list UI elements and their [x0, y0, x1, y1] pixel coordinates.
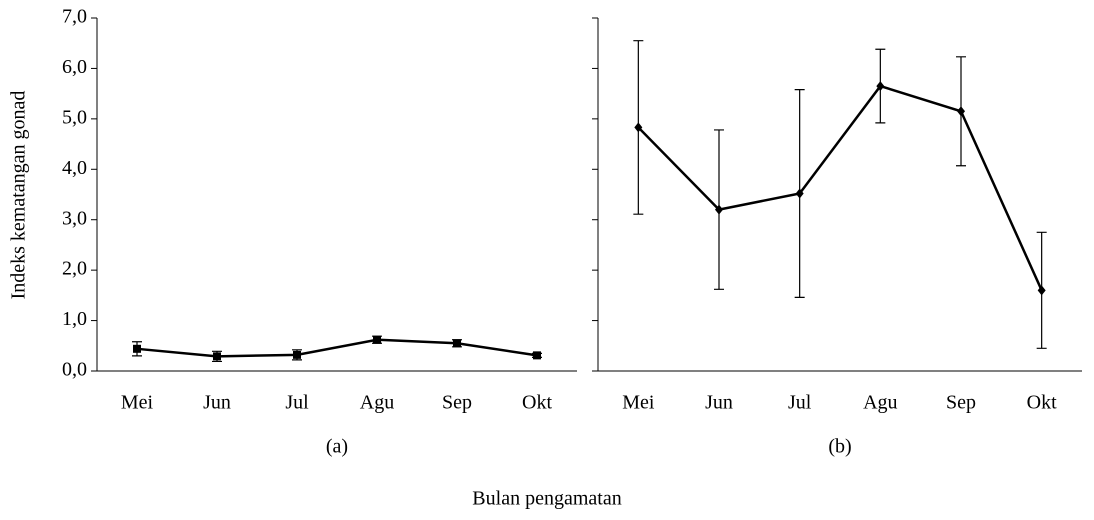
x-tick-label: Jul	[788, 392, 812, 414]
y-tick-label: 5,0	[62, 106, 87, 128]
marker	[533, 351, 541, 360]
marker	[715, 204, 723, 215]
x-tick-label: Jul	[285, 392, 309, 414]
marker	[373, 335, 381, 344]
subtitle: (a)	[326, 436, 348, 458]
x-tick-label: Okt	[522, 392, 552, 414]
x-tick-label: Jun	[705, 392, 733, 414]
x-tick-label: Okt	[1027, 392, 1057, 414]
marker	[634, 122, 643, 133]
x-tick-label: Mei	[121, 392, 154, 414]
x-axis-label: Bulan pengamatan	[472, 488, 621, 510]
x-tick-label: Agu	[863, 392, 897, 414]
subtitle: (b)	[828, 436, 851, 458]
marker	[1037, 285, 1046, 296]
line	[136, 338, 538, 358]
marker	[957, 106, 965, 117]
y-tick-label: 7,0	[62, 6, 87, 28]
y-tick-label: 2,0	[62, 258, 87, 280]
y-tick-label: 1,0	[62, 308, 87, 330]
marker	[293, 350, 301, 359]
y-tick-label: 0,0	[62, 359, 87, 381]
marker	[213, 352, 221, 361]
x-tick-label: Agu	[360, 392, 394, 414]
y-tick-label: 6,0	[62, 56, 87, 78]
x-tick-label: Mei	[622, 392, 655, 414]
marker	[795, 188, 804, 199]
marker	[453, 339, 461, 348]
marker	[876, 81, 885, 92]
y-axis-label: Indeks kematangan gonad	[8, 91, 30, 300]
x-tick-label: Sep	[946, 392, 976, 414]
y-tick-label: 4,0	[62, 157, 87, 179]
x-tick-label: Sep	[442, 392, 472, 414]
marker	[133, 344, 141, 353]
y-tick-label: 3,0	[62, 207, 87, 229]
x-tick-label: Jun	[203, 392, 231, 414]
line	[637, 84, 1043, 291]
